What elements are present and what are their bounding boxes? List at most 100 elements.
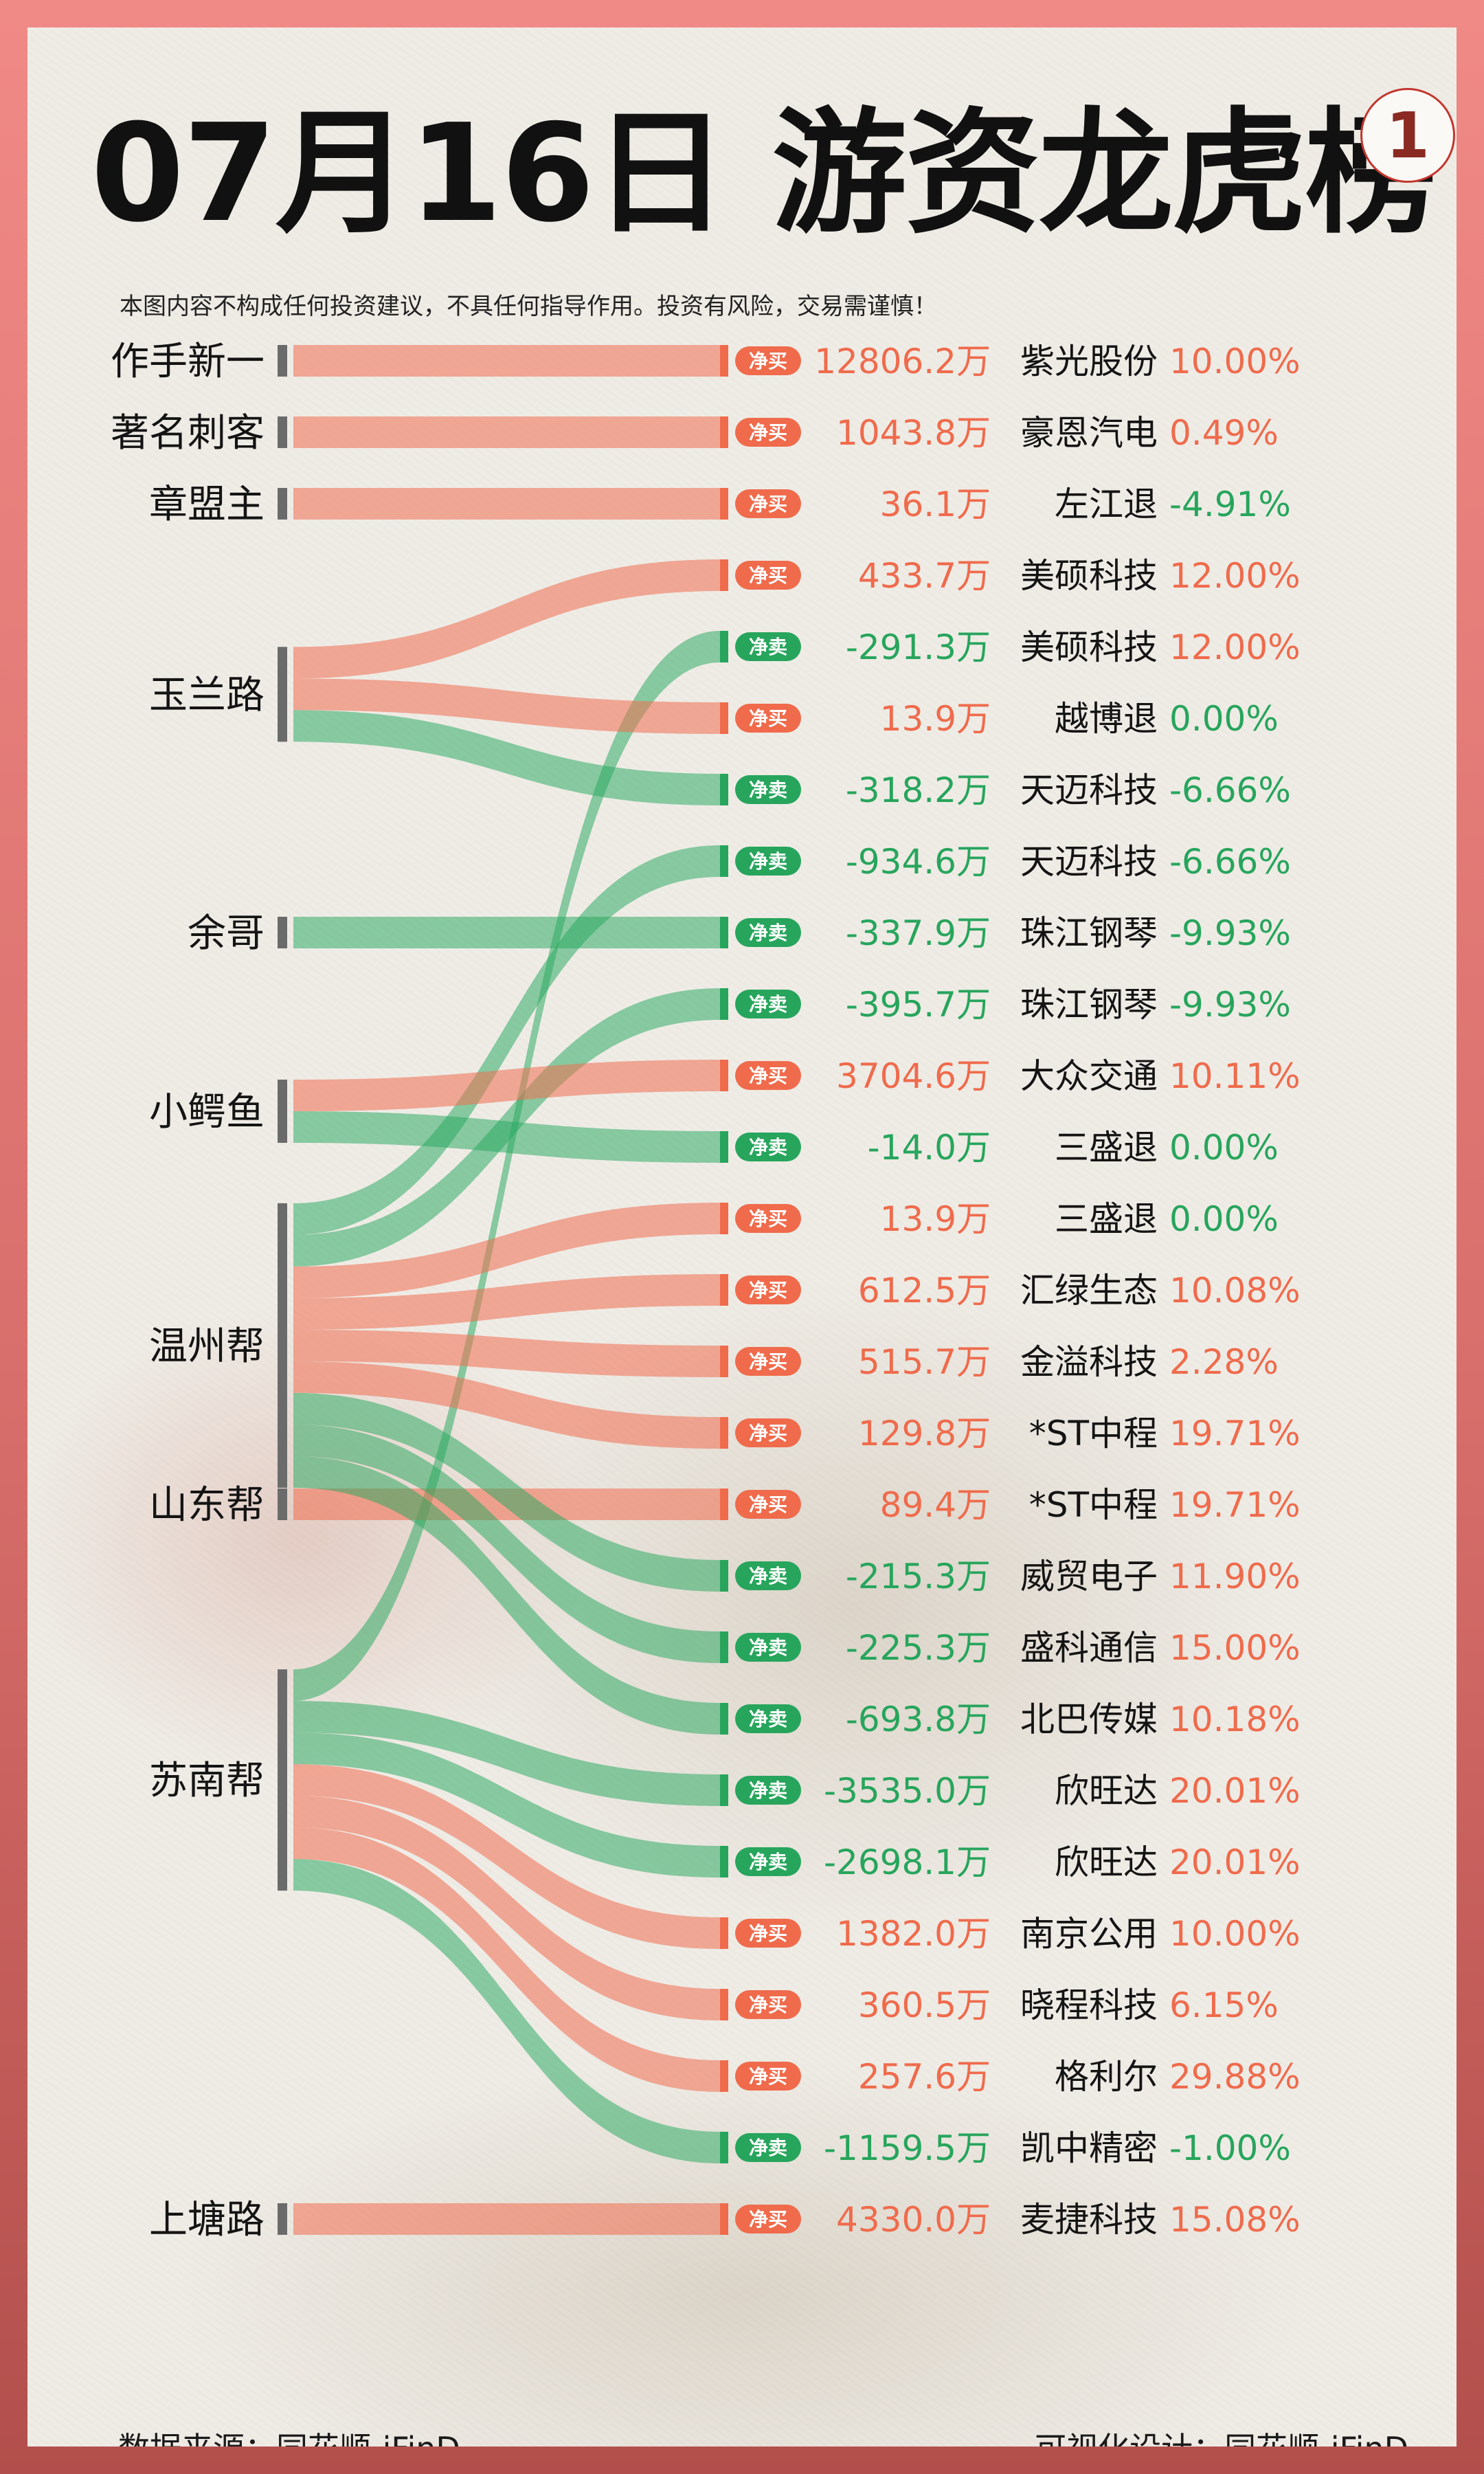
stock-node-bar — [720, 2060, 728, 2092]
trade-side-label: 净买 — [749, 1922, 787, 1945]
price-change-label: 10.00% — [1169, 1914, 1301, 1954]
trade-side-label: 净买 — [749, 707, 787, 730]
flow-ribbon — [293, 1732, 720, 1877]
net-amount-label: -1159.5万 — [824, 2128, 991, 2168]
trade-side-label: 净卖 — [749, 1851, 787, 1873]
stock-node-bar — [720, 631, 728, 662]
price-change-label: -4.91% — [1169, 484, 1291, 524]
flow-ribbon — [293, 678, 720, 734]
stock-node-bar — [720, 845, 728, 877]
price-change-label: 0.00% — [1169, 1128, 1279, 1168]
flow-ribbon — [293, 1456, 720, 1735]
stock-node-bar — [720, 1346, 728, 1377]
page-number-badge: 1 — [1360, 88, 1455, 183]
trade-side-badge — [735, 1347, 801, 1376]
price-change-label: 29.88% — [1169, 2057, 1301, 2097]
flow-ribbon — [293, 416, 720, 448]
trade-side-label: 净卖 — [749, 1136, 787, 1159]
page-title: 07月16日 游资龙虎榜 — [91, 96, 1440, 252]
trade-side-badge — [735, 1847, 801, 1876]
net-amount-label: 612.5万 — [858, 1271, 991, 1311]
stock-name-label: 南京公用 — [1020, 1914, 1158, 1954]
design-credit-note: 可视化设计：同花顺-iFinD — [1035, 2424, 1408, 2447]
trade-side-label: 净买 — [749, 2208, 787, 2231]
price-change-label: -9.93% — [1169, 985, 1291, 1025]
trade-side-label: 净卖 — [749, 1636, 787, 1659]
stock-name-label: *ST中程 — [1029, 1414, 1158, 1453]
net-amount-label: 3704.6万 — [836, 1056, 991, 1096]
stock-name-label: 威贸电子 — [1020, 1557, 1158, 1596]
flow-ribbon — [293, 1701, 720, 1806]
trade-side-label: 净卖 — [749, 636, 787, 658]
price-change-label: 11.90% — [1169, 1557, 1301, 1596]
flow-ribbon — [293, 1424, 720, 1663]
trader-name-label: 温州帮 — [149, 1324, 265, 1369]
trade-side-label: 净买 — [749, 1994, 787, 2016]
stock-name-label: 格利尔 — [1055, 2057, 1158, 2097]
flow-ribbon — [293, 845, 720, 1235]
trade-side-label: 净卖 — [749, 850, 787, 873]
stock-node-bar — [720, 1060, 728, 1091]
price-change-label: 10.11% — [1169, 1056, 1301, 1096]
stock-node-bar — [720, 559, 728, 591]
price-change-label: 10.08% — [1169, 1271, 1301, 1311]
trader-name-label: 小鳄鱼 — [149, 1090, 265, 1135]
trade-side-label: 净买 — [749, 1493, 787, 1516]
stock-node-bar — [720, 1917, 728, 1949]
trade-side-badge — [735, 1275, 801, 1304]
stock-name-label: *ST中程 — [1029, 1485, 1158, 1525]
trader-name-label: 苏南帮 — [149, 1759, 265, 1803]
net-amount-label: -337.9万 — [846, 913, 991, 953]
trade-side-label: 净买 — [749, 564, 787, 587]
stock-name-label: 紫光股份 — [1020, 342, 1158, 381]
disclaimer-text: 本图内容不构成任何投资建议，不具任何指导作用。投资有风险，交易需谨慎！ — [120, 293, 937, 320]
trade-side-label: 净卖 — [749, 922, 787, 944]
stock-node-bar — [720, 917, 728, 948]
trader-node-bar — [278, 345, 287, 377]
net-amount-label: 12806.2万 — [814, 342, 991, 381]
stock-name-label: 大众交通 — [1020, 1056, 1158, 1096]
trade-side-badge — [735, 1418, 801, 1447]
net-amount-label: 433.7万 — [858, 556, 991, 596]
stock-name-label: 凯中精密 — [1020, 2128, 1158, 2168]
net-amount-label: -934.6万 — [846, 842, 991, 882]
stock-node-bar — [720, 1203, 728, 1234]
trade-side-badge — [735, 1990, 801, 2019]
stock-node-bar — [720, 1131, 728, 1163]
stock-name-label: 左江退 — [1055, 484, 1158, 524]
flow-ribbon — [293, 1827, 720, 2092]
price-change-label: -1.00% — [1169, 2128, 1291, 2168]
flow-ribbon — [293, 1274, 720, 1330]
price-change-label: 0.49% — [1169, 413, 1279, 453]
trader-name-label: 章盟主 — [149, 482, 265, 527]
trade-side-badge — [735, 1919, 801, 1948]
trade-side-label: 净买 — [749, 493, 787, 515]
trader-name-label: 山东帮 — [149, 1483, 265, 1528]
flow-ribbon — [293, 1203, 720, 1298]
stock-node-bar — [720, 1417, 728, 1449]
trade-side-badge — [735, 918, 801, 947]
flow-ribbon — [293, 1796, 720, 2020]
trade-side-badge — [735, 1776, 801, 1805]
stock-node-bar — [720, 1989, 728, 2020]
trade-side-badge — [735, 2062, 801, 2091]
stock-node-bar — [720, 416, 728, 448]
trade-side-badge — [735, 1633, 801, 1662]
stock-name-label: 欣旺达 — [1055, 1842, 1158, 1882]
stock-node-bar — [720, 1560, 728, 1592]
trade-side-label: 净买 — [749, 1350, 787, 1373]
price-change-label: 15.08% — [1169, 2200, 1301, 2240]
trade-side-badge — [735, 704, 801, 733]
net-amount-label: 129.8万 — [858, 1414, 991, 1453]
stock-name-label: 天迈科技 — [1020, 842, 1158, 882]
trader-name-label: 玉兰路 — [149, 673, 265, 717]
stock-node-bar — [720, 345, 728, 377]
flow-ribbon — [293, 917, 720, 948]
stock-node-bar — [720, 2203, 728, 2235]
flow-ribbon — [293, 1060, 720, 1111]
flow-ribbon — [293, 631, 720, 1702]
stock-name-label: 麦捷科技 — [1020, 2200, 1158, 2240]
trade-side-badge — [735, 1204, 801, 1233]
trade-side-badge — [735, 2205, 801, 2233]
